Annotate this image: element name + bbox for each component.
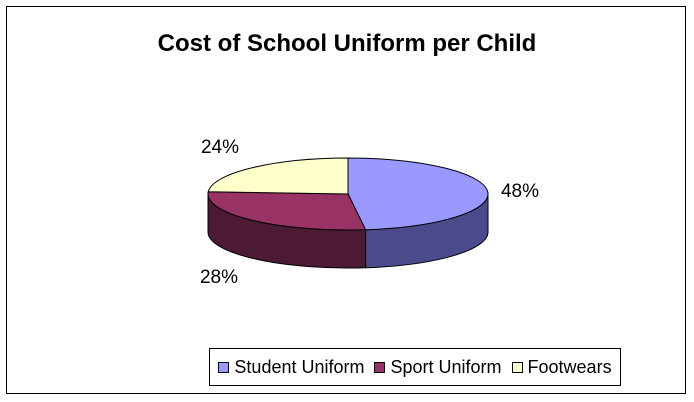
legend-label: Footwears (527, 356, 612, 377)
pie-slice-footwears (207, 157, 349, 195)
legend-item-footwears: Footwears (511, 356, 612, 378)
legend-item-student-uniform: Student Uniform (218, 357, 364, 378)
legend-label: Sport Uniform (390, 356, 502, 377)
data-label-student-uniform: 48% (501, 181, 539, 202)
legend-label: Student Uniform (234, 356, 365, 377)
data-label-footwears: 24% (201, 137, 239, 158)
pie-slice-sport-uniform (207, 191, 367, 231)
legend-swatch (511, 361, 523, 373)
chart-legend: Student Uniform Sport Uniform Footwears (209, 348, 621, 386)
legend-swatch (218, 361, 230, 373)
legend-swatch (374, 361, 386, 373)
legend-item-sport-uniform: Sport Uniform (374, 356, 502, 378)
pie-slice-student-uniform (347, 157, 489, 231)
chart-title: Cost of School Uniform per Child (157, 30, 537, 57)
data-label-sport-uniform: 28% (200, 267, 238, 288)
